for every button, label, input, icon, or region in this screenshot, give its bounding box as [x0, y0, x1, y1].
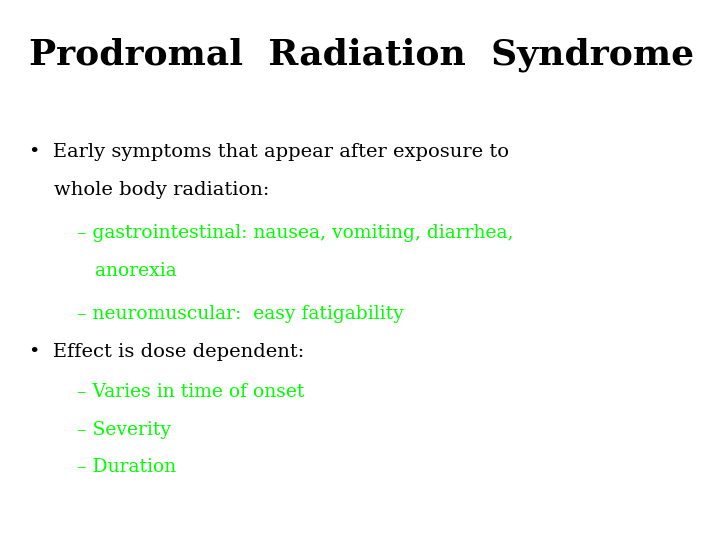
Text: – Severity: – Severity	[65, 421, 171, 439]
Text: •  Effect is dose dependent:: • Effect is dose dependent:	[29, 343, 304, 361]
Text: – neuromuscular:  easy fatigability: – neuromuscular: easy fatigability	[65, 305, 403, 323]
Text: – gastrointestinal: nausea, vomiting, diarrhea,: – gastrointestinal: nausea, vomiting, di…	[65, 224, 513, 242]
Text: – Duration: – Duration	[65, 458, 176, 476]
Text: – Varies in time of onset: – Varies in time of onset	[65, 383, 304, 401]
Text: anorexia: anorexia	[65, 262, 176, 280]
Text: whole body radiation:: whole body radiation:	[29, 181, 269, 199]
Text: •  Early symptoms that appear after exposure to: • Early symptoms that appear after expos…	[29, 143, 509, 161]
Text: Prodromal  Radiation  Syndrome: Prodromal Radiation Syndrome	[29, 38, 694, 72]
